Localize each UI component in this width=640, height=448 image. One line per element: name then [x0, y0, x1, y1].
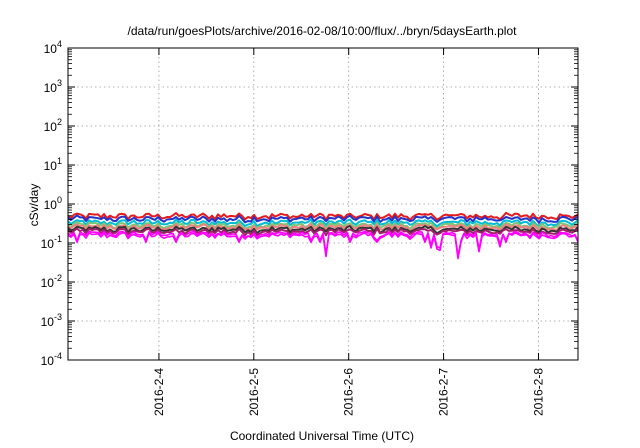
y-tick-label: 10-2: [41, 273, 62, 290]
y-axis: 10-4 10-3 10-2 10-1 100 101 102 103 104: [41, 39, 578, 368]
x-tick-label: 2016-2-8: [531, 368, 545, 416]
y-axis-label: cSv/day: [27, 184, 41, 227]
series-line: [68, 221, 578, 230]
y-tick-label: 10-4: [41, 351, 62, 368]
y-tick-label: 102: [44, 117, 62, 134]
x-axis-label: Coordinated Universal Time (UTC): [230, 429, 414, 443]
y-tick-label: 10-3: [41, 312, 62, 329]
series-line: [68, 214, 578, 224]
y-tick-label: 103: [44, 78, 62, 95]
y-tick-label: 104: [44, 39, 62, 56]
x-tick-label: 2016-2-7: [437, 368, 451, 416]
x-tick-label: 2016-2-5: [247, 368, 261, 416]
y-tick-label: 10-1: [41, 234, 62, 251]
y-tick-label: 101: [44, 156, 62, 173]
series-line: [68, 223, 578, 232]
series-line: [68, 227, 578, 237]
series-line: [68, 211, 578, 221]
series-line: [68, 218, 578, 228]
y-tick-label: 100: [44, 195, 62, 212]
chart-title: /data/run/goesPlots/archive/2016-02-08/1…: [128, 24, 518, 38]
series-line: [68, 232, 578, 260]
series-group: [68, 211, 578, 260]
x-tick-label: 2016-2-4: [152, 368, 166, 416]
x-tick-label: 2016-2-6: [342, 368, 356, 416]
x-axis: 2016-2-4 2016-2-5 2016-2-6 2016-2-7 2016-2-8: [152, 48, 545, 416]
series-line: [68, 225, 578, 235]
grid: [68, 48, 578, 360]
